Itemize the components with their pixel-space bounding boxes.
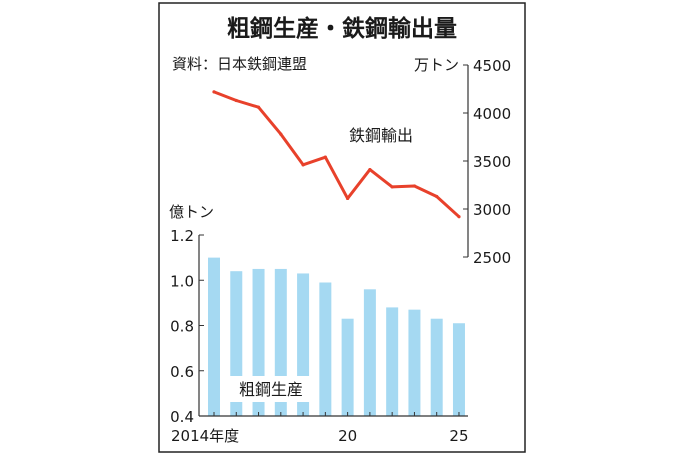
export-point-25 [457, 215, 461, 219]
bar-label-backing [225, 376, 317, 402]
export-point-22 [390, 185, 394, 189]
export-point-2017 [279, 132, 283, 136]
line-series-label: 鉄鋼輸出 [349, 126, 413, 145]
export-point-21 [368, 168, 372, 172]
right-tick-label-3000: 3000 [473, 201, 511, 219]
left-tick-label-1.2: 1.2 [170, 227, 194, 245]
export-point-20 [346, 196, 350, 201]
bar-23 [408, 309, 421, 416]
left-tick-label-1.0: 1.0 [170, 272, 194, 290]
export-point-2019 [323, 155, 327, 159]
right-tick-label-4500: 4500 [473, 57, 511, 75]
left-tick-label-0.4: 0.4 [170, 408, 194, 426]
export-point-2014年度 [212, 90, 216, 94]
right-axis-unit: 万トン [414, 56, 459, 74]
bar-series-label: 粗鋼生産 [239, 380, 303, 399]
line-series [212, 90, 461, 219]
bar-21 [363, 289, 376, 416]
x-tick-label-20: 20 [338, 427, 357, 445]
right-tick-label-3500: 3500 [473, 153, 511, 171]
bar-2016 [252, 268, 265, 416]
chart-title: 粗鋼生産・鉄鋼輸出量 [227, 15, 457, 42]
bar-25 [452, 323, 465, 416]
source-note: 資料：日本鉄鋼連盟 [172, 55, 307, 73]
right-tick-label-4000: 4000 [473, 105, 511, 123]
x-tick-label-25: 25 [449, 427, 468, 445]
export-point-24 [435, 194, 439, 199]
export-point-2016 [256, 105, 261, 109]
bar-24 [430, 318, 443, 416]
export-line [212, 90, 461, 219]
bar-2019 [319, 282, 332, 416]
x-tick-label-2014年度: 2014年度 [171, 427, 239, 445]
bar-20 [341, 318, 354, 416]
left-tick-label-0.8: 0.8 [170, 318, 194, 336]
export-point-2018 [301, 163, 305, 167]
export-point-23 [412, 184, 417, 188]
left-tick-label-0.6: 0.6 [170, 363, 194, 381]
left-axis-unit: 億トン [169, 203, 214, 221]
bar-2014年度 [208, 257, 220, 416]
right-tick-label-2500: 2500 [473, 249, 511, 267]
export-point-2015 [234, 98, 238, 103]
axes: 0.4 0.6 0.8 1.0 1.2 2500 3000 3500 4000 4500 2014年… [170, 57, 511, 445]
bar-22 [386, 307, 399, 416]
